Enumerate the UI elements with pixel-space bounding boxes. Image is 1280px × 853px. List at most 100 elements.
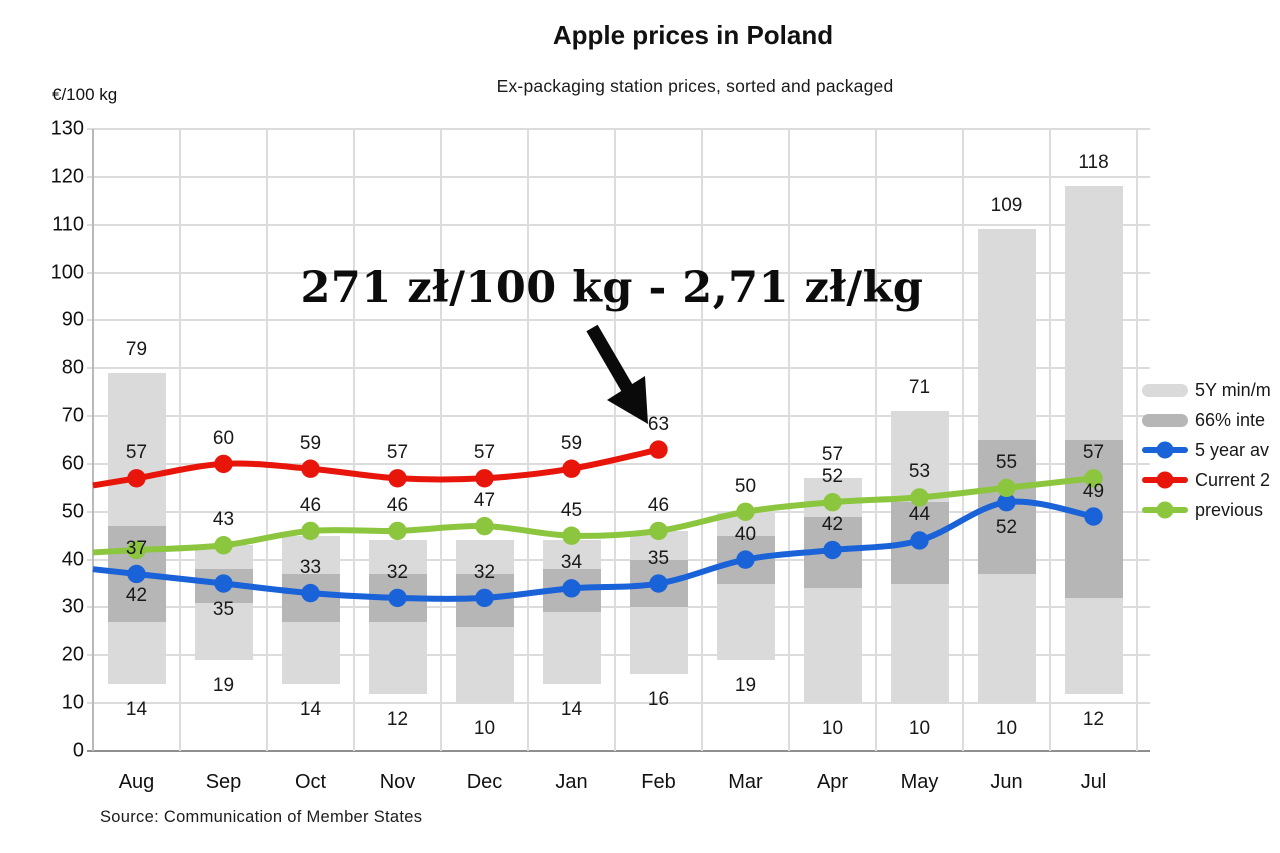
gridline <box>266 129 268 751</box>
gridline <box>701 129 703 751</box>
gridline <box>353 129 355 751</box>
legend-line-swatch-icon <box>1142 501 1188 519</box>
min-label: 14 <box>299 699 322 720</box>
y-tick-label: 100 <box>50 261 84 284</box>
gridline <box>179 129 181 751</box>
series-value-label: 35 <box>647 547 670 569</box>
data-point <box>649 440 668 459</box>
gridline <box>87 606 1150 609</box>
series-value-label: 50 <box>734 475 757 497</box>
legend-item: previous <box>1142 495 1280 525</box>
data-point <box>475 469 494 488</box>
x-tick-label: Dec <box>466 771 503 793</box>
legend-item: 5Y min/m <box>1142 375 1280 405</box>
max-label: 79 <box>125 339 148 360</box>
legend-label: previous <box>1195 499 1264 520</box>
gridline <box>87 128 1150 130</box>
x-tick-label: Feb <box>641 771 676 793</box>
y-tick-label: 20 <box>61 643 84 666</box>
legend-label: 66% inte <box>1195 409 1266 430</box>
y-tick-label: 90 <box>61 308 84 331</box>
max-label: 71 <box>908 377 931 399</box>
gridline <box>1136 129 1138 751</box>
series-value-label: 32 <box>386 561 409 583</box>
x-tick-label: Jun <box>990 771 1023 793</box>
legend-line-swatch-icon <box>1142 441 1188 459</box>
max-label: 109 <box>990 195 1023 217</box>
price-annotation: 271 zł/100 kg - 2,71 zł/kg <box>300 263 924 313</box>
series-value-label: 57 <box>473 442 496 464</box>
y-tick-label: 60 <box>61 452 84 475</box>
gridline <box>87 223 1150 226</box>
x-tick-label: Jul <box>1080 771 1107 793</box>
gridline <box>87 319 1150 322</box>
series-value-label: 33 <box>299 557 322 579</box>
series-value-label: 32 <box>473 561 496 583</box>
x-tick-label: Sep <box>205 771 242 793</box>
series-value-label: 55 <box>995 451 1018 473</box>
legend-item: 5 year av <box>1142 435 1280 465</box>
x-tick-label: Aug <box>118 771 155 793</box>
max-label: 118 <box>1078 152 1109 174</box>
series-value-label: 46 <box>386 494 409 516</box>
legend-dot-icon <box>1156 501 1174 519</box>
min-label: 14 <box>125 699 148 720</box>
y-tick-label: 110 <box>52 213 84 236</box>
gridline <box>87 271 1150 274</box>
interval-bar <box>542 569 601 613</box>
series-value-label: 59 <box>560 432 583 454</box>
series-line <box>92 446 660 489</box>
y-tick-label: 0 <box>72 739 84 762</box>
gridline <box>87 175 1150 178</box>
x-tick-label: Nov <box>379 771 416 793</box>
series-value-label: 52 <box>995 517 1018 539</box>
gridline <box>87 654 1150 657</box>
series-value-label: 53 <box>908 461 931 483</box>
max-label: 57 <box>821 444 844 466</box>
series-value-label: 35 <box>212 598 235 620</box>
legend: 5Y min/m 66% inte 5 year av Current 2 previo… <box>1142 375 1280 525</box>
y-tick-label: 80 <box>61 356 84 379</box>
series-value-label: 60 <box>212 427 235 449</box>
y-axis-unit-label: €/100 kg <box>52 85 118 104</box>
gridline <box>614 129 616 751</box>
legend-label: 5Y min/m <box>1195 379 1271 400</box>
x-tick-label: Oct <box>294 771 327 793</box>
y-tick-label: 120 <box>50 165 84 188</box>
legend-line-swatch-icon <box>1142 471 1188 489</box>
data-point <box>388 521 407 541</box>
series-value-label: 49 <box>1082 480 1105 502</box>
legend-label: Current 2 <box>1195 469 1271 490</box>
y-tick-label: 30 <box>61 595 84 618</box>
legend-dot-icon <box>1156 471 1174 489</box>
series-value-label: 46 <box>299 494 322 516</box>
series-value-label: 45 <box>560 499 583 521</box>
series-value-label: 42 <box>125 585 148 607</box>
x-tick-label: Mar <box>728 771 763 793</box>
gridline <box>962 129 964 751</box>
gridline <box>527 129 529 751</box>
min-label: 10 <box>908 718 931 740</box>
series-value-label: 63 <box>647 413 670 435</box>
gridline <box>440 129 442 751</box>
y-tick-label: 130 <box>50 117 84 140</box>
series-value-label: 57 <box>386 442 409 464</box>
interval-bar <box>281 573 340 622</box>
x-axis-line <box>87 750 1150 752</box>
y-tick-label: 50 <box>61 500 84 523</box>
legend-item: 66% inte <box>1142 405 1280 435</box>
data-point <box>388 469 407 488</box>
y-axis-line <box>92 129 94 751</box>
range-bar <box>1064 186 1123 694</box>
legend-dot-icon <box>1156 441 1174 459</box>
min-label: 10 <box>995 718 1018 740</box>
series-value-label: 42 <box>821 514 844 536</box>
x-tick-label: Apr <box>816 771 849 793</box>
min-label: 10 <box>473 718 496 740</box>
legend-label: 5 year av <box>1195 439 1270 460</box>
x-tick-label: Jan <box>555 771 588 793</box>
min-label: 14 <box>560 699 583 720</box>
x-tick-label: May <box>900 771 939 793</box>
series-value-label: 47 <box>473 490 496 512</box>
series-value-label: 46 <box>647 494 670 516</box>
